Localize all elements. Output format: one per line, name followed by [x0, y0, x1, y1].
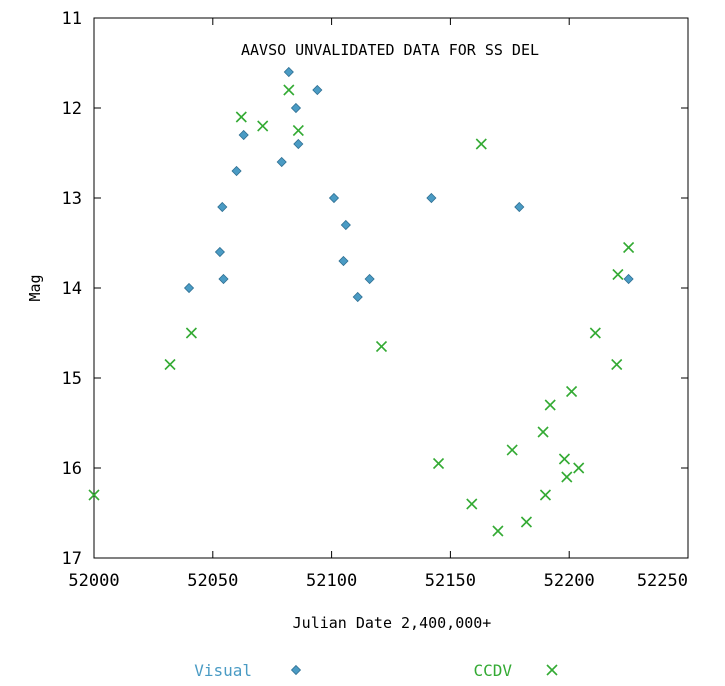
- x-marker-stroke: [506, 444, 518, 456]
- x-tick-label: 52000: [68, 571, 119, 591]
- x-marker-stroke: [573, 462, 585, 474]
- data-point-ccdv: [257, 120, 269, 132]
- data-point-visual: [312, 84, 323, 96]
- data-point-visual: [276, 156, 287, 168]
- x-marker-stroke: [589, 327, 601, 339]
- x-marker-stroke: [432, 457, 445, 470]
- y-tick-label: 13: [62, 189, 82, 209]
- x-marker-stroke: [566, 385, 578, 398]
- data-point-ccdv: [375, 340, 388, 353]
- x-marker-stroke: [537, 426, 549, 438]
- data-point-visual: [364, 273, 375, 285]
- data-point-ccdv: [561, 471, 573, 483]
- x-marker-stroke: [611, 358, 623, 371]
- data-point-ccdv: [492, 525, 504, 537]
- data-point-visual: [623, 273, 634, 285]
- x-marker-stroke: [612, 268, 624, 281]
- data-point-ccdv: [466, 498, 478, 510]
- data-point-ccdv: [520, 516, 532, 528]
- x-marker-stroke: [558, 453, 571, 465]
- data-point-visual: [293, 138, 304, 150]
- y-tick-label: 12: [62, 99, 82, 119]
- x-axis-label: Julian Date 2,400,000+: [293, 614, 492, 632]
- legend-marker-visual: [290, 664, 302, 676]
- data-point-visual: [218, 273, 229, 285]
- data-point-ccdv: [235, 111, 247, 123]
- x-tick-label: 52250: [637, 571, 688, 591]
- data-points: [88, 66, 635, 537]
- data-point-ccdv: [283, 84, 295, 96]
- data-point-ccdv: [589, 327, 601, 339]
- data-point-visual: [217, 201, 228, 213]
- x-marker-stroke: [623, 241, 635, 254]
- data-point-visual: [290, 102, 302, 114]
- chart-title: AAVSO UNVALIDATED DATA FOR SS DEL: [241, 41, 539, 59]
- x-marker-stroke: [185, 327, 197, 339]
- x-marker-stroke: [283, 84, 295, 96]
- data-point-ccdv: [544, 399, 556, 411]
- x-marker-stroke: [466, 498, 478, 510]
- legend-markers: [290, 664, 558, 676]
- data-point-ccdv: [506, 444, 518, 456]
- data-point-visual: [328, 192, 340, 204]
- data-point-ccdv: [537, 426, 549, 438]
- y-tick-label: 17: [62, 549, 82, 569]
- x-marker-stroke: [520, 516, 532, 528]
- data-point-visual: [338, 255, 349, 267]
- data-point-visual: [352, 291, 363, 303]
- data-point-ccdv: [432, 457, 445, 470]
- x-marker-stroke: [88, 489, 100, 501]
- x-marker-stroke: [546, 664, 558, 676]
- data-point-ccdv: [164, 358, 176, 371]
- data-point-ccdv: [611, 358, 623, 371]
- data-point-ccdv: [612, 268, 624, 281]
- x-marker-stroke: [257, 120, 269, 132]
- data-point-ccdv: [573, 462, 585, 474]
- data-point-ccdv: [88, 489, 100, 501]
- y-tick-label: 11: [62, 9, 82, 29]
- data-point-ccdv: [623, 241, 635, 254]
- x-marker-stroke: [492, 525, 504, 537]
- y-axis-label: Mag: [26, 274, 44, 301]
- x-tick-label: 52200: [544, 571, 595, 591]
- axis-ticks: 52000 52050 52100 52150 52200 52250 11 12 13 14 15…: [62, 9, 689, 591]
- data-point-ccdv: [558, 453, 571, 465]
- x-tick-label: 52050: [187, 571, 238, 591]
- plot-axes: [93, 17, 689, 559]
- x-marker-stroke: [544, 399, 556, 411]
- data-point-ccdv: [475, 138, 487, 150]
- legend-label-visual: Visual: [194, 661, 252, 680]
- data-point-visual: [231, 165, 242, 177]
- x-marker-stroke: [292, 124, 304, 137]
- y-tick-label: 16: [62, 459, 82, 479]
- data-point-visual: [214, 246, 225, 258]
- x-tick-label: 52100: [306, 571, 357, 591]
- data-point-visual: [283, 66, 294, 78]
- data-point-visual: [238, 129, 249, 141]
- x-marker-stroke: [475, 138, 487, 150]
- x-marker-stroke: [164, 358, 176, 371]
- y-tick-label: 15: [62, 369, 82, 389]
- x-marker-stroke: [539, 489, 552, 501]
- legend: Visual CCDV: [194, 661, 558, 680]
- legend-marker-ccdv: [546, 664, 558, 676]
- data-point-visual: [340, 219, 351, 231]
- y-tick-label: 14: [62, 279, 82, 299]
- data-point-visual: [183, 282, 195, 294]
- x-tick-label: 52150: [425, 571, 476, 591]
- x-marker-stroke: [235, 111, 247, 123]
- data-point-visual: [426, 192, 437, 204]
- x-marker-stroke: [375, 340, 388, 353]
- data-point-visual: [514, 201, 525, 213]
- data-point-ccdv: [292, 124, 304, 137]
- data-point-ccdv: [539, 489, 552, 501]
- legend-label-ccdv: CCDV: [473, 661, 512, 680]
- plot-frame: [93, 17, 689, 559]
- data-point-ccdv: [185, 327, 197, 339]
- x-marker-stroke: [561, 471, 573, 483]
- data-point-ccdv: [566, 385, 578, 398]
